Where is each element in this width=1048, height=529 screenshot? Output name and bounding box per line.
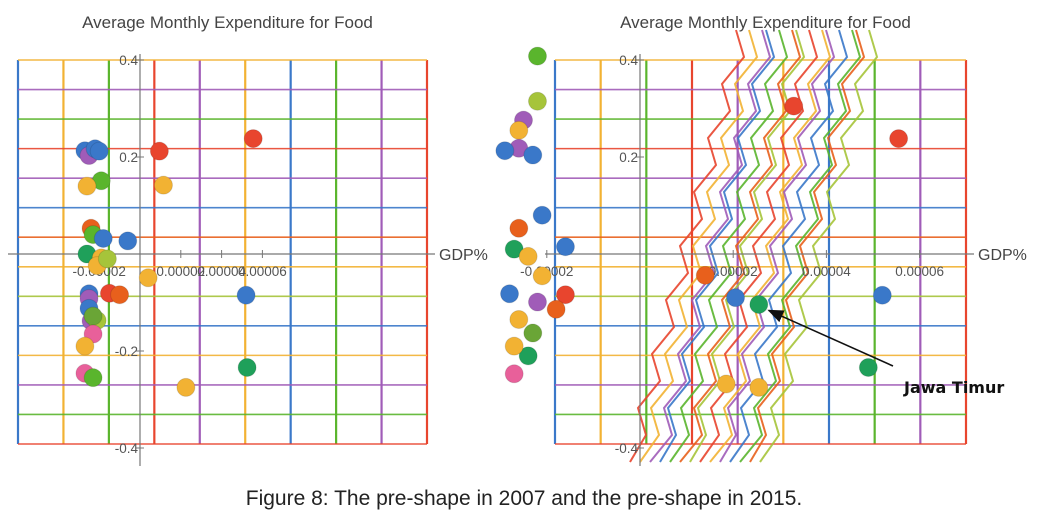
data-point: [527, 91, 547, 111]
data-point: [77, 176, 97, 196]
trace-line: [639, 29, 759, 463]
data-point: [176, 377, 196, 397]
x-tick-label: 0.00006: [895, 264, 944, 279]
data-point: [523, 145, 543, 165]
data-point: [518, 346, 538, 366]
data-point: [716, 374, 736, 394]
data-point: [527, 46, 547, 66]
chart-title: Average Monthly Expenditure for Food: [620, 13, 911, 32]
data-point: [138, 268, 158, 288]
data-point: [504, 364, 524, 384]
x-axis-label: GDP%: [978, 247, 1027, 264]
data-point: [153, 175, 173, 195]
trace-line: [749, 29, 866, 463]
data-point: [695, 265, 715, 285]
data-point: [236, 285, 256, 305]
data-point: [523, 323, 543, 343]
data-point: [149, 141, 169, 161]
data-point: [83, 306, 103, 326]
x-tick-label: 0.00002: [156, 264, 205, 279]
y-tick-label: -0.2: [115, 344, 138, 359]
data-point: [749, 377, 769, 397]
data-point: [555, 237, 575, 257]
data-point: [504, 336, 524, 356]
data-point: [97, 249, 117, 269]
annotation-label: Jawa Timur: [903, 378, 1004, 397]
y-tick-label: -0.4: [615, 441, 639, 456]
data-point: [509, 218, 529, 238]
x-tick-label: 0.00004: [802, 264, 851, 279]
data-point: [509, 309, 529, 329]
data-point: [726, 288, 746, 308]
data-point: [518, 246, 538, 266]
chart-title: Average Monthly Expenditure for Food: [82, 13, 373, 32]
data-point: [509, 120, 529, 140]
data-point: [555, 285, 575, 305]
y-tick-label: 0.4: [119, 53, 138, 68]
chart-panel-right: Average Monthly Expenditure for Food GDP%…: [495, 13, 1027, 466]
data-point: [500, 284, 520, 304]
data-point: [83, 368, 103, 388]
trace-line: [649, 29, 772, 463]
y-tick-label: 0.2: [119, 150, 138, 165]
x-tick-label: 0.00006: [238, 264, 287, 279]
x-axis-label: GDP%: [439, 247, 488, 264]
data-point: [237, 357, 257, 377]
grid: [16, 59, 429, 445]
data-point: [118, 231, 138, 251]
trace-line: [759, 29, 879, 463]
data-point: [532, 266, 552, 286]
trace-line: [709, 29, 832, 463]
figure-caption: Figure 8: The pre-shape in 2007 and the …: [245, 487, 803, 510]
data-point: [784, 96, 804, 116]
data-point: [110, 285, 130, 305]
data-point: [495, 141, 515, 161]
trace-line: [739, 29, 862, 463]
x-tick-label: 0.00002: [709, 264, 758, 279]
trace-line: [719, 29, 836, 463]
data-point: [93, 228, 113, 248]
data-points: [495, 46, 909, 397]
y-tick-label: -0.4: [115, 441, 139, 456]
data-point: [532, 205, 552, 225]
data-points: [75, 129, 263, 397]
data-point: [243, 129, 263, 149]
annotation-arrow: [767, 309, 894, 367]
trace-line: [669, 29, 789, 463]
data-point: [889, 129, 909, 149]
y-tick-label: 0.4: [619, 53, 638, 68]
data-point: [749, 294, 769, 314]
chart-panel-left: Average Monthly Expenditure for Food GDP%…: [8, 13, 488, 466]
x-tick-label: 0.00004: [197, 264, 246, 279]
data-point: [527, 292, 547, 312]
data-point: [89, 141, 109, 161]
trace-line: [679, 29, 802, 463]
data-point: [858, 357, 878, 377]
trace-line: [629, 29, 746, 463]
y-tick-label: 0.2: [619, 150, 638, 165]
data-point: [546, 299, 566, 319]
data-point: [75, 336, 95, 356]
trace-line: [659, 29, 776, 463]
data-point: [872, 285, 892, 305]
trace-lines: [629, 29, 879, 463]
